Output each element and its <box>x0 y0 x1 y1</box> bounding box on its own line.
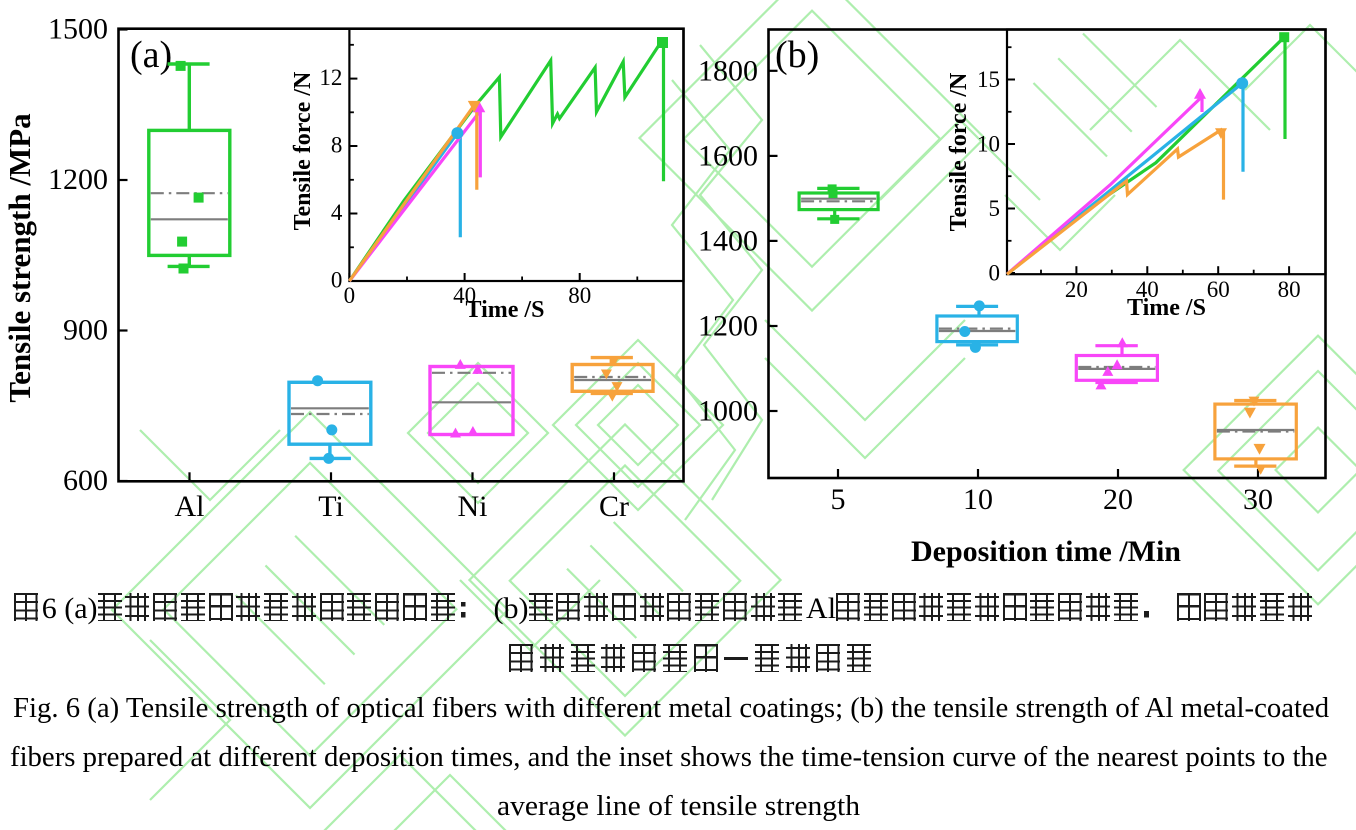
svg-text:Tensile force /N: Tensile force /N <box>290 71 316 230</box>
svg-text:40: 40 <box>453 283 476 308</box>
svg-text:Time /S: Time /S <box>466 297 545 323</box>
svg-text:4: 4 <box>331 200 343 225</box>
svg-text:0: 0 <box>989 261 1001 286</box>
svg-text:80: 80 <box>1278 277 1301 302</box>
svg-text:Deposition time /Min: Deposition time /Min <box>911 535 1181 568</box>
svg-text:12: 12 <box>319 65 342 90</box>
svg-text:(a): (a) <box>130 34 172 76</box>
svg-text:80: 80 <box>568 283 591 308</box>
svg-text:600: 600 <box>63 464 108 497</box>
svg-text:1200: 1200 <box>698 310 758 343</box>
svg-text:1600: 1600 <box>698 139 758 172</box>
svg-text:20: 20 <box>1103 483 1133 516</box>
svg-text:0: 0 <box>344 283 356 308</box>
svg-text:1500: 1500 <box>48 12 108 45</box>
svg-text:20: 20 <box>1065 277 1088 302</box>
svg-text:Tensile strength /MPa: Tensile strength /MPa <box>2 113 37 403</box>
svg-text:900: 900 <box>63 313 108 346</box>
svg-text:15: 15 <box>977 67 1000 92</box>
svg-text:Cr: Cr <box>599 490 629 523</box>
svg-text:Ti: Ti <box>318 490 344 523</box>
svg-text:1400: 1400 <box>698 224 758 257</box>
svg-text:1800: 1800 <box>698 54 758 87</box>
svg-text:5: 5 <box>989 196 1001 221</box>
svg-text:10: 10 <box>963 483 993 516</box>
svg-text:Tensile force /N: Tensile force /N <box>946 72 972 231</box>
svg-text:Ni: Ni <box>458 490 488 523</box>
svg-text:10: 10 <box>977 132 1000 157</box>
svg-text:60: 60 <box>1207 277 1230 302</box>
svg-text:1000: 1000 <box>698 395 758 428</box>
svg-text:1200: 1200 <box>48 163 108 196</box>
svg-text:40: 40 <box>1136 277 1159 302</box>
svg-text:8: 8 <box>331 133 343 158</box>
svg-text:(b): (b) <box>775 34 819 76</box>
svg-text:5: 5 <box>831 483 846 516</box>
svg-text:0: 0 <box>331 268 343 293</box>
svg-text:Time /S: Time /S <box>1127 295 1206 321</box>
svg-text:30: 30 <box>1243 483 1273 516</box>
svg-text:Al: Al <box>175 490 205 523</box>
